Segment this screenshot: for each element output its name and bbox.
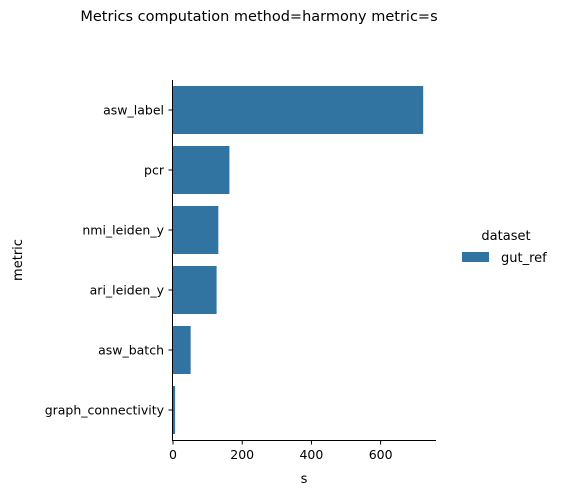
legend-swatch (462, 252, 489, 262)
x-tick-label: 400 (299, 447, 323, 462)
bar-asw-batch (173, 326, 191, 374)
x-tick-label: 600 (369, 447, 393, 462)
legend-entry-gut-ref: gut_ref (501, 251, 547, 266)
bar-pcr (173, 146, 230, 194)
x-axis-ticks: 0 200 400 600 (169, 440, 393, 462)
x-axis-label: s (301, 472, 308, 487)
x-tick-label: 200 (230, 447, 254, 462)
x-tick-label: 0 (169, 447, 177, 462)
y-tick-label: nmi_leiden_y (82, 223, 164, 238)
chart-title: Metrics computation method=harmony metri… (80, 9, 437, 25)
bar-ari-leiden-y (173, 266, 217, 314)
legend-title: dataset (481, 229, 530, 244)
y-axis-label: metric (11, 239, 26, 281)
y-tick-label: graph_connectivity (45, 403, 165, 418)
bar-graph-connectivity (173, 386, 176, 434)
bar-asw-label (173, 86, 424, 134)
bars-group (173, 86, 424, 434)
bar-nmi-leiden-y (173, 206, 219, 254)
legend: dataset gut_ref (462, 229, 547, 266)
y-tick-label: pcr (144, 163, 165, 178)
y-tick-label: asw_label (103, 103, 164, 118)
y-tick-label: ari_leiden_y (90, 283, 165, 298)
y-tick-label: asw_batch (98, 343, 164, 358)
